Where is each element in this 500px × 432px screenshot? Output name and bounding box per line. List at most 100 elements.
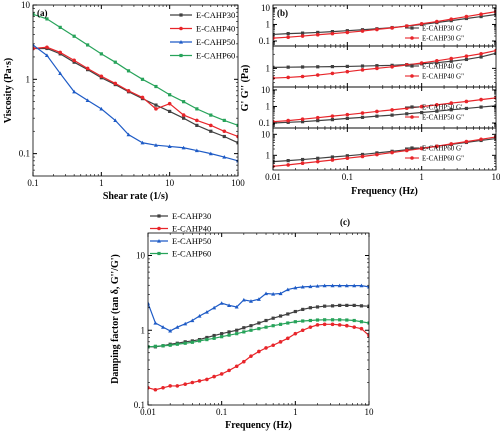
y-tick-label: 1 bbox=[141, 325, 146, 335]
y-axis-label: Viscosity (Pa·s) bbox=[3, 58, 14, 123]
data-point bbox=[212, 305, 217, 310]
chart-panel-b: 0.1 1 10 E-CAHP30 G' E-CAHP30 G" 1 E-CAHP40 G'… bbox=[240, 3, 500, 197]
data-point bbox=[345, 318, 349, 322]
series-line bbox=[33, 46, 238, 138]
data-point bbox=[359, 320, 364, 324]
y-tick-label: 10 bbox=[21, 0, 31, 10]
data-point bbox=[264, 325, 268, 329]
x-axis-label: Frequency (Hz) bbox=[351, 186, 418, 197]
data-point bbox=[197, 339, 202, 343]
data-point bbox=[300, 157, 305, 162]
data-point bbox=[300, 65, 305, 69]
data-point bbox=[99, 52, 103, 56]
series-line bbox=[33, 13, 238, 126]
data-point bbox=[359, 283, 364, 288]
x-tick-label: 0.1 bbox=[27, 178, 38, 188]
data-point bbox=[330, 118, 335, 122]
data-point bbox=[330, 71, 335, 76]
data-point bbox=[235, 328, 239, 332]
data-point bbox=[300, 34, 305, 38]
data-point bbox=[222, 118, 226, 122]
data-point bbox=[345, 69, 350, 74]
data-point bbox=[449, 142, 454, 146]
chart-panel-a: 0.1 1 10 100 0.1 1 10 (a) Shear rate (1/s) Viscos… bbox=[3, 0, 245, 202]
data-point bbox=[271, 343, 275, 348]
data-point bbox=[126, 89, 131, 93]
data-point bbox=[219, 301, 224, 305]
y-axis-label: G' G'' (Pa) bbox=[240, 65, 251, 112]
data-point bbox=[352, 303, 356, 308]
data-point bbox=[204, 310, 209, 314]
data-point bbox=[300, 161, 305, 166]
data-point bbox=[249, 328, 253, 332]
data-point bbox=[153, 321, 158, 325]
data-point bbox=[375, 64, 379, 68]
series-line bbox=[273, 137, 496, 163]
data-point bbox=[153, 344, 157, 348]
data-point bbox=[330, 158, 335, 162]
data-point bbox=[153, 387, 158, 392]
data-point bbox=[242, 330, 246, 334]
legend-label: E-CAHP60 G" bbox=[422, 155, 464, 163]
y-axis-label: Damping factor (tan δ, G''/G') bbox=[110, 254, 121, 384]
data-point bbox=[58, 71, 63, 76]
data-point bbox=[86, 43, 90, 47]
data-point bbox=[315, 73, 320, 77]
data-point bbox=[390, 150, 394, 155]
data-point bbox=[300, 31, 305, 35]
data-point bbox=[323, 304, 327, 308]
data-point bbox=[222, 134, 226, 139]
data-point bbox=[236, 134, 238, 139]
data-point bbox=[419, 146, 424, 151]
data-point bbox=[435, 61, 439, 65]
legend-marker bbox=[410, 74, 414, 78]
data-point bbox=[44, 53, 49, 57]
data-point bbox=[375, 27, 379, 32]
data-point bbox=[330, 318, 335, 322]
data-point bbox=[227, 303, 232, 308]
data-point bbox=[323, 318, 327, 322]
data-point bbox=[359, 304, 364, 308]
data-point bbox=[197, 379, 202, 383]
data-point bbox=[126, 69, 131, 73]
data-point bbox=[58, 50, 62, 55]
legend-marker bbox=[179, 40, 183, 44]
data-point bbox=[194, 148, 199, 153]
data-point bbox=[449, 17, 454, 21]
data-point bbox=[99, 106, 104, 111]
data-point bbox=[271, 316, 275, 320]
data-point bbox=[449, 108, 453, 112]
data-point bbox=[220, 335, 224, 339]
legend-marker bbox=[157, 214, 161, 218]
data-point bbox=[435, 109, 439, 113]
plot-frame bbox=[32, 4, 239, 177]
data-point bbox=[337, 283, 342, 288]
legend-label: E-CAHP50 bbox=[196, 37, 235, 47]
legend-marker bbox=[410, 26, 414, 30]
data-point bbox=[209, 129, 213, 133]
data-point bbox=[322, 283, 327, 288]
data-point bbox=[113, 81, 118, 86]
data-point bbox=[479, 51, 483, 56]
data-point bbox=[212, 336, 216, 340]
data-point bbox=[338, 303, 342, 308]
data-point bbox=[338, 318, 342, 322]
data-point bbox=[58, 25, 62, 29]
data-point bbox=[33, 12, 35, 16]
data-point bbox=[72, 60, 76, 64]
data-point bbox=[359, 326, 364, 331]
legend-label: E-CAHP60 G' bbox=[422, 145, 462, 153]
legend-label: E-CAHP30 bbox=[172, 211, 211, 221]
data-point bbox=[360, 111, 365, 115]
data-point bbox=[45, 17, 49, 21]
legend-marker bbox=[179, 53, 183, 58]
data-point bbox=[360, 154, 365, 159]
data-point bbox=[286, 321, 290, 325]
data-point bbox=[345, 116, 349, 121]
data-point bbox=[195, 123, 199, 127]
data-point bbox=[153, 143, 158, 147]
data-point bbox=[308, 325, 313, 329]
legend-marker bbox=[410, 64, 414, 68]
data-point bbox=[494, 51, 496, 55]
